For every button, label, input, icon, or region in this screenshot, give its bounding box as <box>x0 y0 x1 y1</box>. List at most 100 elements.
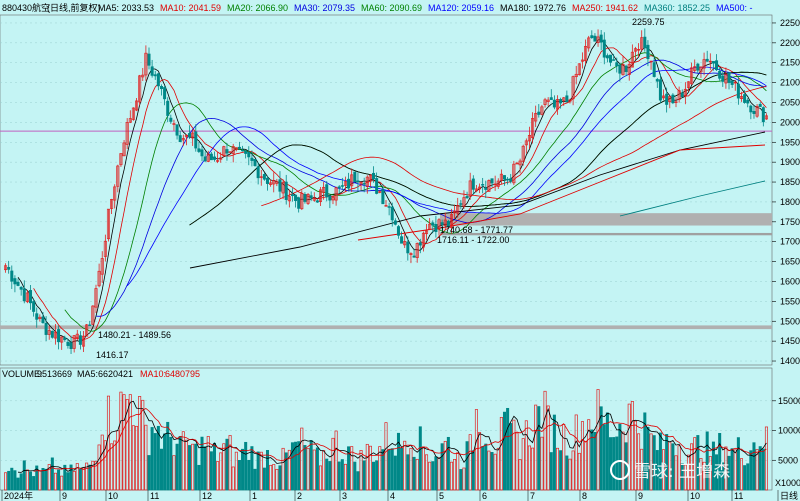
volume-bar <box>481 446 485 491</box>
candle-up <box>571 76 575 100</box>
volume-bar <box>365 443 369 491</box>
low-annotation: 1416.17 <box>96 350 129 360</box>
volume-bar <box>509 423 513 491</box>
candle-down <box>715 60 719 71</box>
volume-unit: X1000 <box>775 478 800 488</box>
candle-down <box>696 63 700 71</box>
volume-bar <box>169 436 173 491</box>
volume-bar <box>188 445 192 491</box>
volume-bar <box>368 445 372 491</box>
candle-up <box>172 123 176 125</box>
candle-up <box>343 181 347 186</box>
volume-bar <box>412 456 416 491</box>
candle-up <box>378 191 382 193</box>
watermark: 雪球: 王增森 <box>610 460 730 482</box>
volume-bar <box>609 437 613 491</box>
volume-bar <box>559 450 563 491</box>
price-axis: 1400 1450 1500 1550 1600 1650 1700 1750 1800 1850… <box>772 18 800 366</box>
volume-bar <box>484 443 488 491</box>
price-tick-label: 1550 <box>780 296 800 306</box>
volume-bar <box>718 433 722 491</box>
time-tick-label: 11 <box>150 491 159 501</box>
candle-up <box>181 138 185 141</box>
candle-up <box>462 197 466 207</box>
candle-down <box>602 39 606 58</box>
candle-down <box>381 189 385 205</box>
candle-down <box>153 74 157 77</box>
volume-bar <box>294 441 298 491</box>
volume-bar <box>131 425 135 491</box>
candle-up <box>521 145 525 162</box>
volume-bar <box>378 446 382 491</box>
candle-up <box>546 99 550 102</box>
volume-bar <box>306 447 310 491</box>
candle-up <box>47 330 51 335</box>
time-tick-label: 11 <box>734 491 743 501</box>
volume-bar <box>440 443 444 491</box>
candle-up <box>103 240 107 257</box>
volume-bar <box>761 448 765 491</box>
candle-up <box>4 265 8 271</box>
candle-up <box>269 182 273 185</box>
candle-up <box>453 210 457 214</box>
volume-bar <box>524 420 528 491</box>
candle-up <box>699 66 703 73</box>
volume-bar <box>328 461 332 491</box>
volume-bar <box>265 450 270 491</box>
volume-bar <box>580 421 584 491</box>
candle-up <box>690 67 694 85</box>
candle-up <box>334 187 338 201</box>
ma-legend-ma5: MA5: 2033.53 <box>98 3 154 13</box>
candle-up <box>259 176 263 178</box>
ma120-line <box>126 66 767 287</box>
volume-bar <box>172 455 176 491</box>
volume-bar <box>643 412 647 491</box>
candle-up <box>621 64 625 76</box>
candle-up <box>113 186 117 201</box>
volume-value: 9513669 <box>37 369 72 379</box>
price-tick-label: 2000 <box>780 117 800 127</box>
volume-bar <box>568 458 572 491</box>
candle-down <box>262 174 266 180</box>
volume-bar <box>499 416 503 491</box>
candle-down <box>646 44 650 60</box>
candle-down <box>721 75 725 82</box>
candle-down <box>32 301 36 312</box>
candle-up <box>275 181 279 184</box>
candle-up <box>587 37 591 49</box>
candle-up <box>428 223 432 230</box>
candle-up <box>100 258 104 275</box>
candle-up <box>72 335 76 349</box>
volume-bar <box>506 407 510 491</box>
volume-bar <box>303 445 307 491</box>
candle-down <box>393 220 397 225</box>
candle-down <box>612 59 616 61</box>
volume-bar <box>515 432 519 491</box>
candle-up <box>322 186 326 193</box>
candle-up <box>319 189 323 202</box>
volume-bar <box>658 432 662 491</box>
candle-down <box>471 178 475 190</box>
candle-down <box>375 178 379 194</box>
volume-bar <box>135 425 139 491</box>
candle-up <box>693 66 697 71</box>
zone-mid-annotation: 1740.68 - 1771.77 <box>440 225 513 235</box>
candle-down <box>387 206 391 208</box>
volume-bar <box>300 427 304 491</box>
time-tick-label: 10 <box>108 491 118 501</box>
volume-bar <box>696 435 700 491</box>
candle-down <box>247 151 251 158</box>
volume-bar <box>47 464 51 491</box>
volume-bar <box>764 426 768 491</box>
volume-bar <box>540 436 544 491</box>
candle-down <box>13 278 17 285</box>
candle-up <box>415 243 419 259</box>
candle-up <box>562 97 566 101</box>
candle-down <box>605 55 609 59</box>
price-tick-label: 1400 <box>780 356 800 366</box>
volume-bar <box>125 399 129 491</box>
candle-down <box>362 183 366 185</box>
volume-bar <box>680 463 684 491</box>
volume-bar <box>462 467 466 491</box>
